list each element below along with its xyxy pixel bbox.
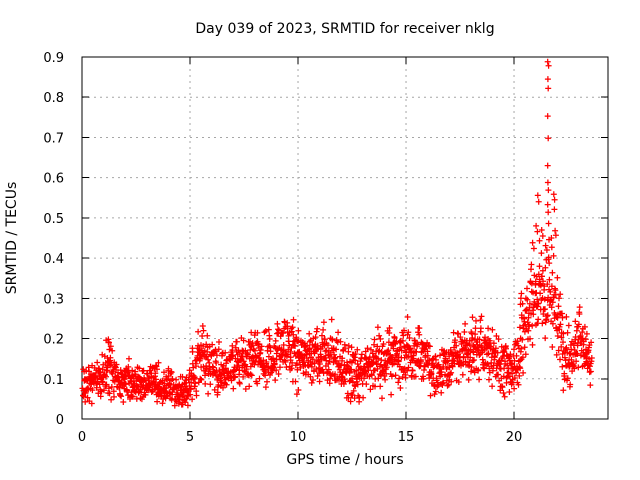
y-tick-label: 0.6 — [43, 172, 64, 187]
y-tick-label: 0.5 — [43, 212, 64, 227]
x-axis-label: GPS time / hours — [286, 452, 403, 468]
x-tick-label: 5 — [186, 430, 194, 445]
y-axis-label: SRMTID / TECUs — [4, 182, 20, 295]
y-tick-label: 0.2 — [43, 333, 64, 348]
x-tick-label: 15 — [398, 430, 415, 445]
y-tick-label: 0.3 — [43, 292, 64, 307]
chart-title: Day 039 of 2023, SRMTID for receiver nkl… — [195, 21, 494, 37]
y-tick-label: 0 — [56, 413, 64, 428]
y-tick-label: 0.4 — [43, 252, 64, 267]
x-tick-label: 20 — [506, 430, 523, 445]
data-points-srmtid-series — [79, 58, 595, 409]
plot-border — [81, 56, 609, 420]
y-tick-label: 0.9 — [43, 51, 64, 66]
y-tick-label: 0.7 — [43, 131, 64, 146]
y-tick-label: 0.1 — [43, 373, 64, 388]
x-tick-label: 0 — [78, 430, 86, 445]
axis-tick-labels: 0 5 10 15 20 0 0.1 0.2 0.3 0.4 0.5 0.6 0.7 0.8 0.9 — [43, 51, 522, 445]
x-tick-label: 10 — [290, 430, 307, 445]
y-tick-label: 0.8 — [43, 91, 64, 106]
